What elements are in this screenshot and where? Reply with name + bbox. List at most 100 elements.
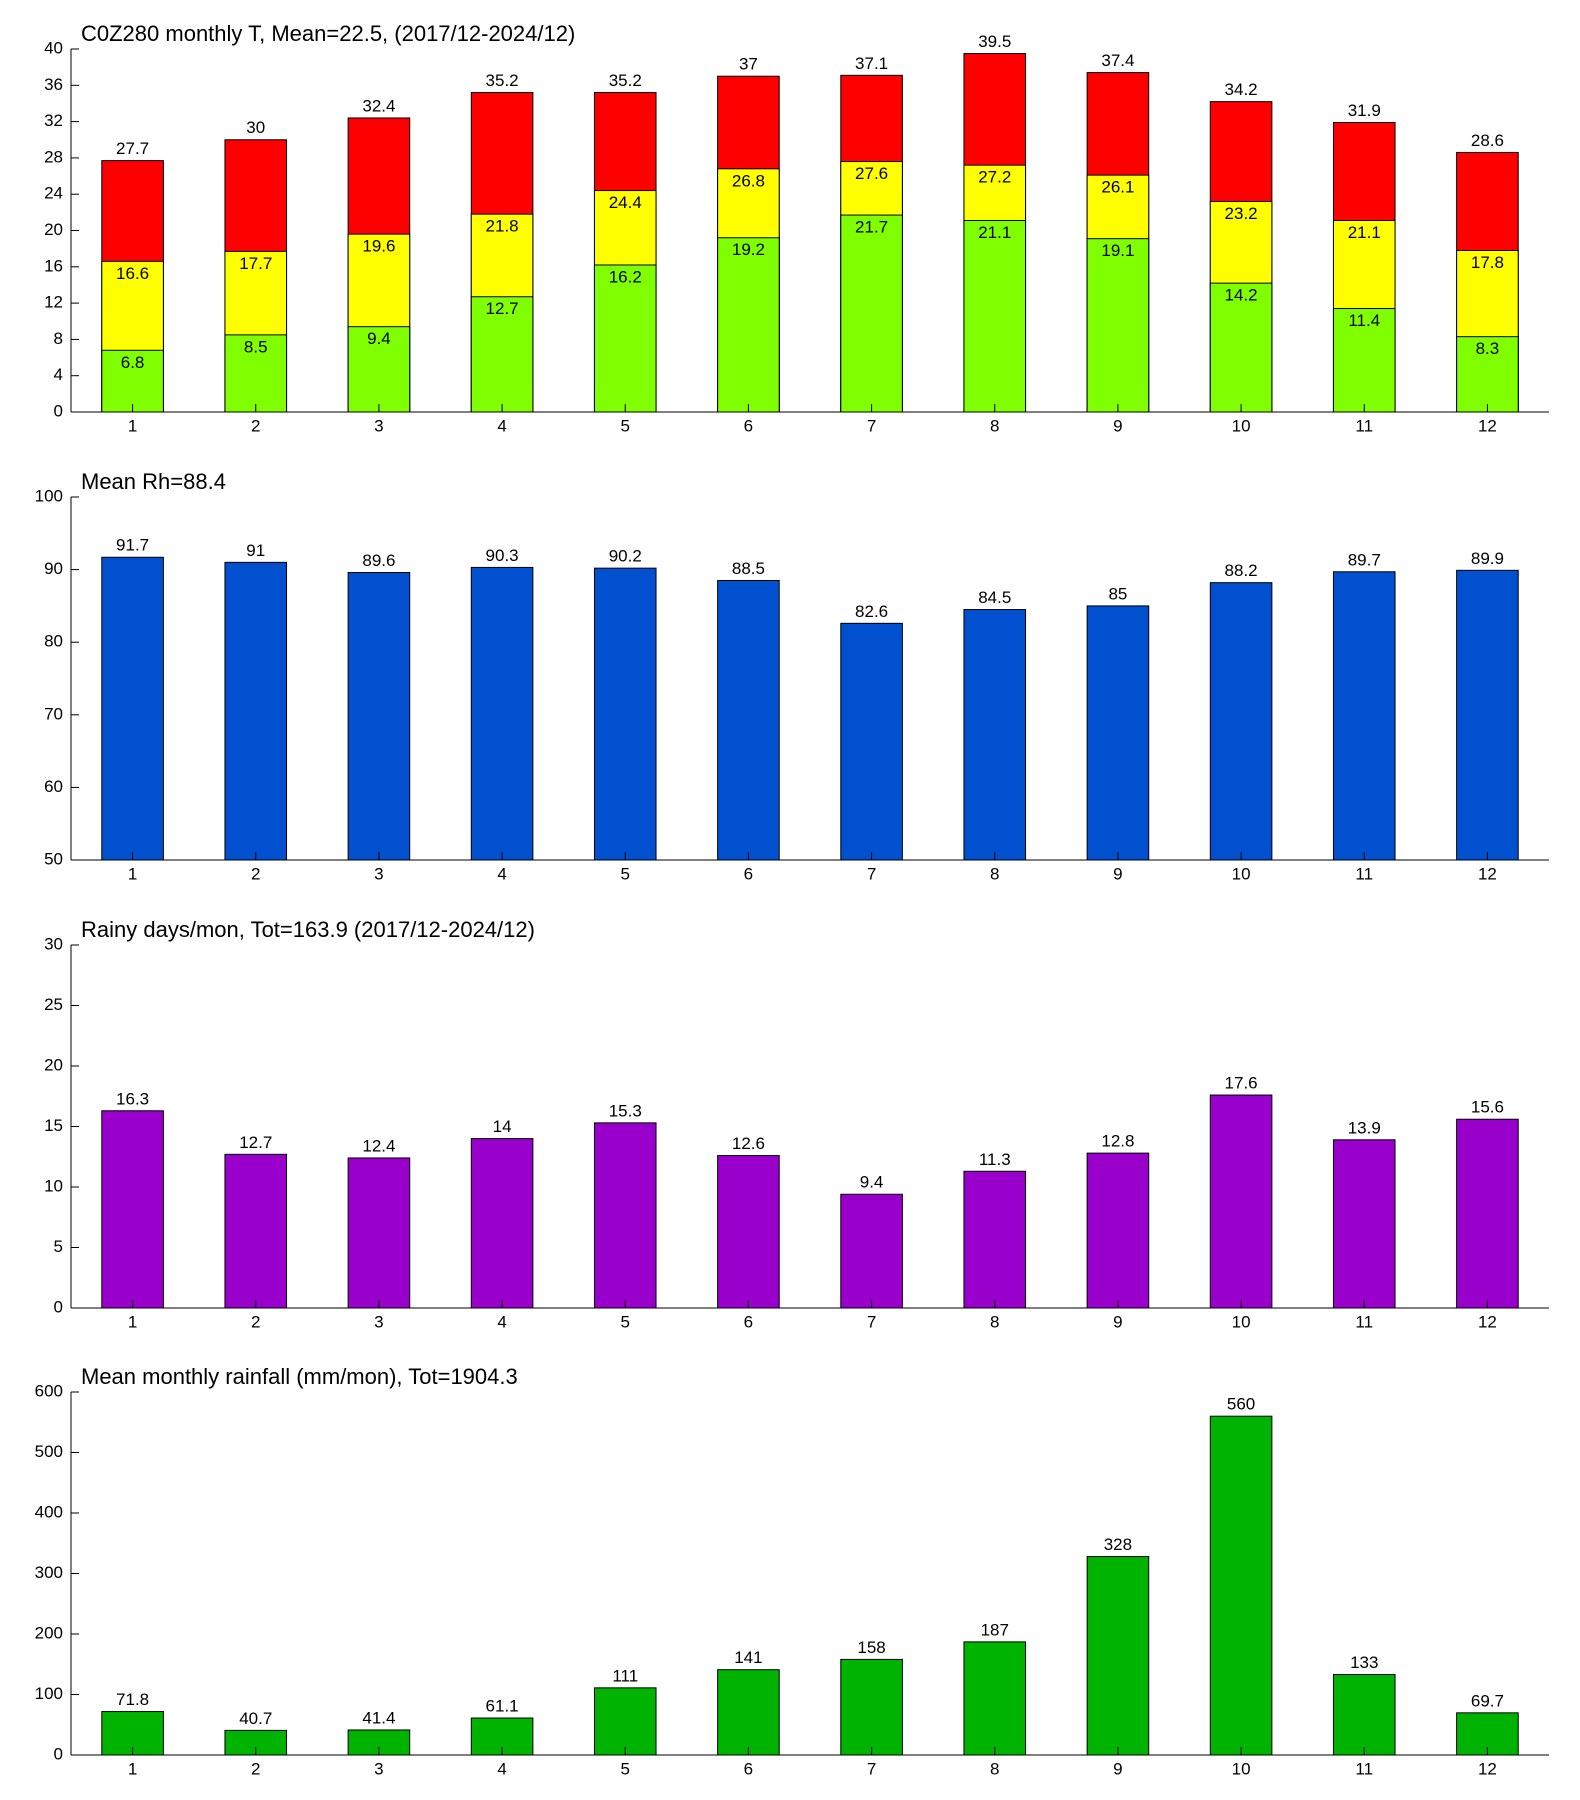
y-tick-label: 0 [54,1297,63,1316]
value-label: 19.6 [362,237,395,256]
value-label: 32.4 [362,96,395,115]
bar [840,214,903,413]
value-label: 34.2 [1225,80,1258,99]
value-label: 91.7 [116,536,149,555]
value-label: 14 [493,1117,512,1136]
value-label: 13.9 [1348,1118,1381,1137]
value-label: 560 [1227,1395,1255,1414]
bar [963,220,1027,413]
value-label: 187 [981,1620,1009,1639]
x-tick-label: 8 [990,1759,999,1778]
x-tick-label: 10 [1232,1759,1251,1778]
value-label: 88.2 [1225,561,1258,580]
x-tick-label: 2 [251,416,260,435]
x-tick-label: 4 [497,864,506,883]
value-label: 84.5 [978,588,1011,607]
value-label: 26.8 [732,171,765,190]
x-tick-label: 10 [1232,1312,1251,1331]
bar [963,609,1027,861]
value-label: 21.8 [486,217,519,236]
bar [101,556,164,861]
value-label: 35.2 [609,71,642,90]
x-tick-label: 6 [744,1312,753,1331]
bar [101,1110,164,1309]
value-label: 15.6 [1471,1098,1504,1117]
value-label: 14.2 [1225,286,1258,305]
value-label: 28.6 [1471,131,1504,150]
value-label: 16.6 [116,264,149,283]
x-tick-label: 7 [867,1312,876,1331]
x-tick-label: 12 [1478,416,1497,435]
y-tick-label: 100 [35,486,63,505]
chart-title: Mean monthly rainfall (mm/mon), Tot=1904… [81,1364,518,1389]
bar [593,1687,657,1756]
value-label: 19.1 [1101,241,1134,260]
value-label: 91 [246,541,265,560]
x-tick-label: 1 [128,1312,137,1331]
value-label: 12.4 [362,1136,395,1155]
x-tick-label: 6 [744,1759,753,1778]
y-tick-label: 70 [44,704,63,723]
y-tick-label: 600 [35,1381,63,1400]
x-tick-label: 11 [1355,1312,1373,1331]
bar [1086,238,1150,413]
value-label: 82.6 [855,602,888,621]
bar [717,1669,780,1756]
x-tick-label: 3 [374,1759,383,1778]
value-label: 9.4 [367,329,391,348]
value-label: 12.7 [239,1133,272,1152]
bar [717,1155,780,1309]
bar [470,296,534,413]
value-label: 41.4 [362,1708,395,1727]
bar [1456,569,1519,861]
x-tick-label: 11 [1355,864,1373,883]
value-label: 90.2 [609,547,642,566]
value-label: 23.2 [1225,204,1258,223]
bar [470,1138,534,1309]
x-tick-label: 11 [1355,1759,1373,1778]
y-tick-label: 24 [44,184,63,203]
x-tick-label: 10 [1232,416,1251,435]
y-tick-label: 60 [44,777,63,796]
value-label: 40.7 [239,1709,272,1728]
y-tick-label: 80 [44,632,63,651]
y-tick-label: 20 [44,1055,63,1074]
y-tick-label: 100 [35,1684,63,1703]
x-tick-label: 6 [744,864,753,883]
x-tick-label: 12 [1478,864,1497,883]
bar [717,237,780,413]
bar [347,326,411,413]
bar [470,566,534,861]
x-tick-label: 4 [497,416,506,435]
bar [1332,571,1396,861]
bar [963,1170,1027,1309]
y-tick-label: 30 [44,934,63,953]
x-tick-label: 7 [867,416,876,435]
x-tick-label: 5 [621,416,630,435]
value-label: 85 [1108,584,1127,603]
value-label: 90.3 [486,546,519,565]
bar [593,567,657,861]
x-tick-label: 7 [867,864,876,883]
y-tick-label: 200 [35,1623,63,1642]
value-label: 89.9 [1471,549,1504,568]
x-tick-label: 1 [128,1759,137,1778]
x-tick-label: 12 [1478,1759,1497,1778]
value-label: 21.7 [855,218,888,237]
value-label: 17.8 [1471,253,1504,272]
bar [717,579,780,861]
value-label: 21.1 [1348,223,1381,242]
bar [347,1157,411,1309]
bar [1456,336,1519,413]
y-tick-label: 0 [54,401,63,420]
value-label: 37.4 [1101,51,1134,70]
value-label: 27.6 [855,164,888,183]
y-tick-label: 36 [44,75,63,94]
value-label: 30 [246,118,265,137]
x-tick-label: 3 [374,1312,383,1331]
value-label: 27.7 [116,139,149,158]
y-tick-label: 90 [44,559,63,578]
bar [347,572,411,861]
x-tick-label: 8 [990,416,999,435]
